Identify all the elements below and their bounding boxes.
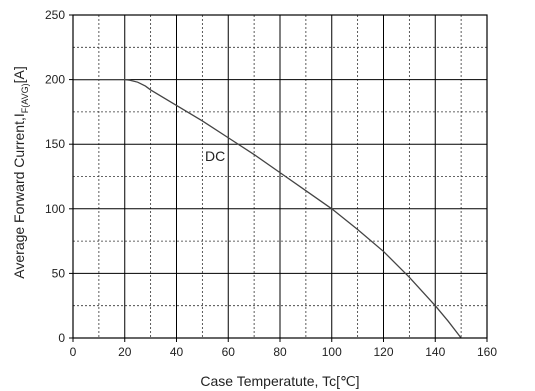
tick-layer: 0 20 40 60 80 100 120 140 160 0 50 100 150 200 250: [45, 8, 497, 359]
plot-frame: [72, 14, 488, 339]
y-tick-label: 50: [52, 266, 66, 280]
x-tick-label: 20: [118, 345, 132, 359]
x-tick-label: 140: [425, 345, 445, 359]
x-tick-label: 0: [70, 345, 77, 359]
x-axis-label: Case Temperatute, Tc[℃]: [200, 373, 359, 389]
x-tick-label: 160: [477, 345, 497, 359]
y-axis-label: Average Forward Current,IF(AVG)[A]: [11, 66, 30, 278]
y-tick-label: 200: [45, 73, 65, 87]
y-axis-label-main: Average Forward Current,I: [11, 113, 27, 278]
y-axis-label-subscript: F(AVG): [20, 83, 30, 113]
series-line: [73, 78, 462, 339]
y-tick-label: 0: [58, 331, 65, 345]
y-tick-label: 150: [45, 137, 65, 151]
grid-layer: [73, 15, 488, 338]
dc-annotation: DC: [205, 148, 225, 164]
series-layer: [73, 78, 462, 339]
x-tick-label: 120: [373, 345, 393, 359]
x-tick-label: 60: [222, 345, 236, 359]
y-tick-label: 250: [45, 8, 65, 22]
y-tick-label: 100: [45, 202, 65, 216]
x-tick-label: 40: [170, 345, 184, 359]
x-tick-label: 100: [322, 345, 342, 359]
y-axis-label-unit: [A]: [11, 66, 27, 83]
x-tick-label: 80: [273, 345, 287, 359]
